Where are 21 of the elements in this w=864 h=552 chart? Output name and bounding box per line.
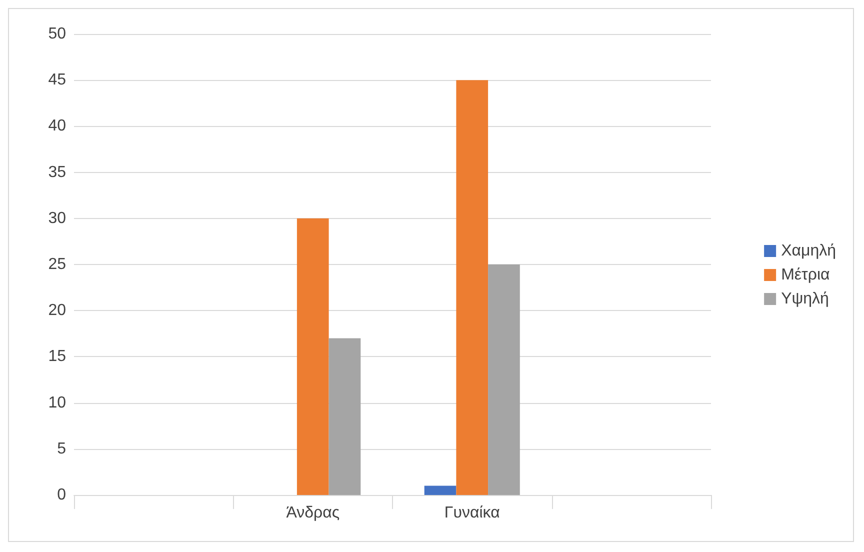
bar	[488, 264, 520, 495]
y-tick-label: 45	[48, 72, 66, 89]
bar	[296, 218, 329, 495]
y-tick-label: 35	[48, 164, 66, 181]
y-tick-label: 5	[57, 440, 66, 458]
y-tick-label: 30	[48, 210, 66, 227]
bar	[328, 338, 361, 495]
legend-label: Υψηλή	[781, 290, 829, 308]
legend-label: Χαμηλή	[781, 242, 836, 260]
y-tick-label: 50	[48, 26, 66, 42]
y-tick-label: 20	[48, 302, 66, 320]
y-tick-label: 15	[48, 348, 66, 366]
x-tick-label: Γυναίκα	[444, 504, 500, 522]
y-tick-label: 0	[57, 486, 66, 504]
bar	[456, 80, 488, 495]
y-tick-label: 25	[48, 256, 66, 273]
y-tick-label: 40	[48, 118, 66, 135]
legend-label: Μέτρια	[781, 266, 830, 284]
y-tick-label: 10	[48, 394, 66, 412]
x-tick-label: Άνδρας	[286, 504, 340, 522]
bar	[424, 486, 456, 495]
